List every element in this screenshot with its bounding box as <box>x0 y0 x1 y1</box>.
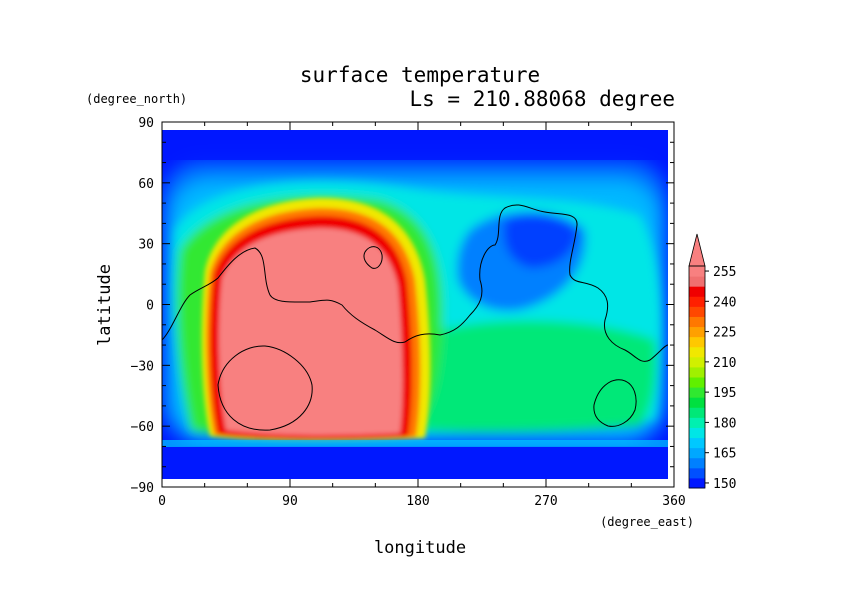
x-axis: 0 90 180 270 360 <box>158 122 686 509</box>
south-cap <box>162 446 668 479</box>
colorbar-swatch <box>689 356 705 368</box>
x-tick-label: 360 <box>662 494 685 509</box>
y-tick-label: 0 <box>146 299 154 314</box>
colorbar-swatch <box>689 397 705 408</box>
colorbar-swatch <box>689 306 705 317</box>
south-cap-edge <box>162 440 668 447</box>
x-tick-label: 270 <box>534 494 557 509</box>
colorbar-swatch <box>689 457 705 469</box>
colorbar-swatch <box>689 477 705 489</box>
colorbar-tick-label: 195 <box>713 386 736 401</box>
colorbar-tick-label: 150 <box>713 477 736 492</box>
contour-main <box>162 204 668 362</box>
colorbar-swatch <box>689 276 705 287</box>
colorbar: 150 165 180 195 210 225 240 255 <box>688 233 736 492</box>
y-tick-label: 60 <box>138 177 154 192</box>
colorbar-swatch <box>689 417 705 428</box>
colorbar-tick-label: 255 <box>713 265 736 280</box>
x-units-label: (degree_east) <box>600 515 694 529</box>
colorbar-tick-label: 165 <box>713 447 736 462</box>
x-tick-label: 180 <box>406 494 429 509</box>
colorbar-swatch <box>689 407 705 418</box>
colorbar-swatch <box>689 316 705 328</box>
contour-crater-small <box>363 246 383 269</box>
field-green-east <box>418 320 656 432</box>
contour-crater-large <box>217 345 313 431</box>
colorbar-tick-label: 225 <box>713 326 736 341</box>
colorbar-swatch <box>689 346 705 358</box>
colorbar-tick-label: 240 <box>713 295 736 310</box>
colorbar-swatch <box>689 336 705 348</box>
colorbar-frame <box>688 265 706 489</box>
y-units-label: (degree_north) <box>86 92 187 106</box>
colorbar-swatch <box>689 437 705 449</box>
y-axis: 90 60 30 0 −30 −60 −90 <box>131 116 674 496</box>
y-tick-label: 90 <box>138 116 154 131</box>
temperature-field <box>162 130 668 479</box>
y-tick-label: −60 <box>131 420 154 435</box>
colorbar-swatch <box>689 296 705 307</box>
y-tick-label: 30 <box>138 238 154 253</box>
chart-title: surface temperature <box>300 63 540 87</box>
x-axis-label: longitude <box>374 538 466 558</box>
colorbar-swatch <box>689 366 705 378</box>
colorbar-tick-label: 180 <box>713 416 736 431</box>
x-tick-label: 0 <box>158 494 166 509</box>
y-tick-label: −30 <box>131 359 154 374</box>
colorbar-swatch <box>689 387 705 398</box>
y-axis-label: latitude <box>95 264 115 346</box>
colorbar-tick-label: 210 <box>713 356 736 371</box>
chart-subtitle: Ls = 210.88068 degree <box>409 87 675 111</box>
colorbar-swatch <box>689 286 705 297</box>
topography-contours <box>162 204 668 431</box>
contour-crater-east <box>593 379 637 427</box>
colorbar-swatch <box>689 427 705 439</box>
y-tick-label: −90 <box>131 481 154 496</box>
colorbar-extend-arrow <box>688 233 706 267</box>
colorbar-swatch <box>689 266 705 277</box>
colorbar-swatch <box>689 447 705 459</box>
field-salmon <box>218 228 403 435</box>
x-tick-label: 90 <box>282 494 298 509</box>
field-darkblue-pocket <box>503 214 578 268</box>
colorbar-swatch <box>689 467 705 479</box>
colorbar-swatch <box>689 326 705 338</box>
colorbar-swatch <box>689 377 705 388</box>
north-cap <box>162 130 668 160</box>
